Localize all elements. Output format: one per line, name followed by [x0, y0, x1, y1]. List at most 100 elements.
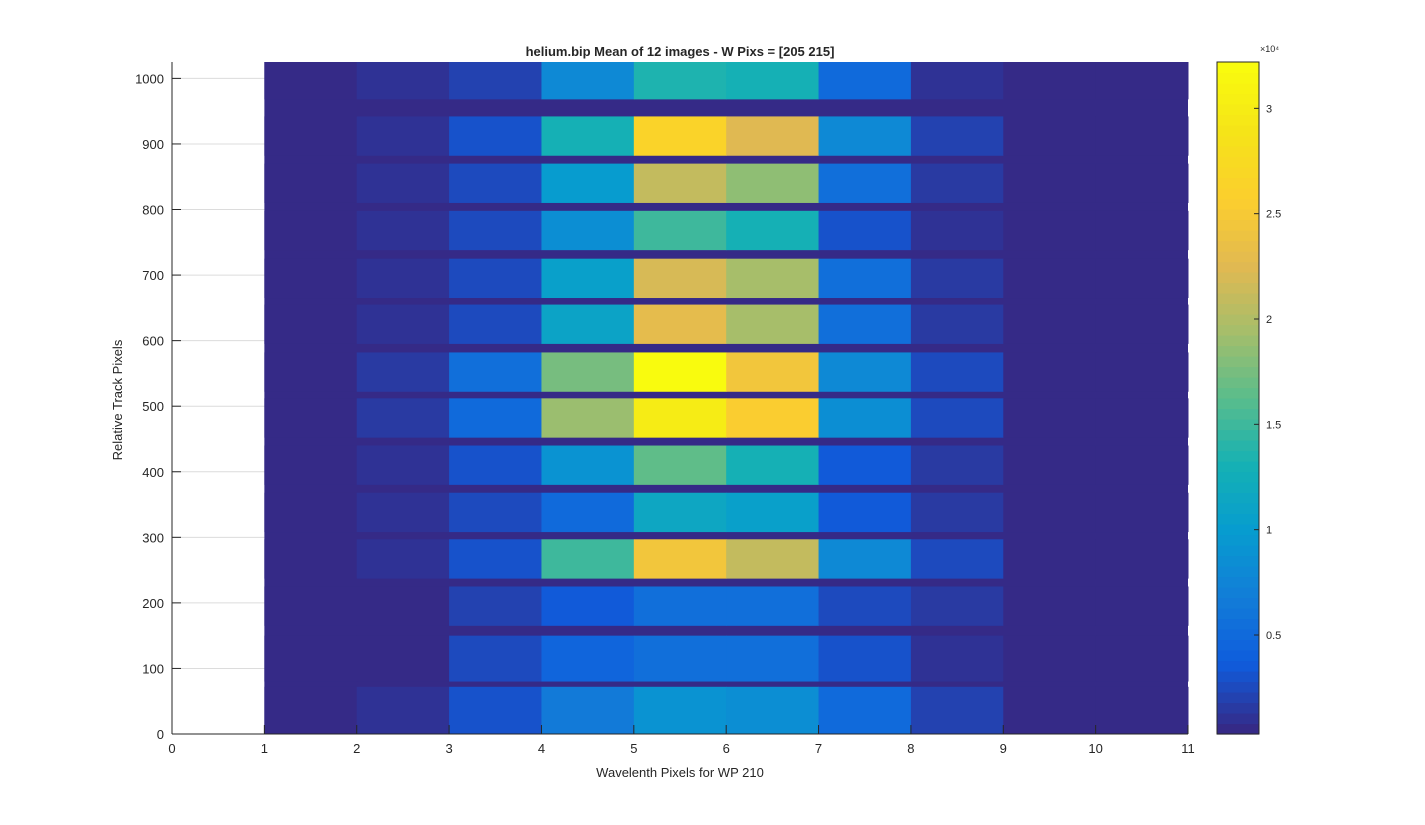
- chart-title: helium.bip Mean of 12 images - W Pixs = …: [526, 44, 835, 59]
- x-tick-label: 10: [1088, 741, 1102, 756]
- colorbar-level: [1217, 681, 1259, 693]
- heatmap-cell: [264, 539, 358, 579]
- heatmap-cell: [1003, 210, 1097, 251]
- heatmap-cell: [1095, 116, 1189, 156]
- heatmap-cell: [1095, 586, 1189, 626]
- heatmap-cell: [541, 258, 635, 299]
- x-tick-label: 2: [353, 741, 360, 756]
- heatmap-cell: [818, 62, 912, 100]
- heatmap-cell: [910, 445, 1004, 485]
- heatmap-cell: [1095, 686, 1189, 734]
- heatmap-cell: [541, 445, 635, 485]
- colorbar-level: [1217, 156, 1259, 168]
- heatmap-cell: [1003, 686, 1097, 734]
- heatmap-cell: [1003, 352, 1097, 392]
- heatmap-cell: [541, 163, 635, 203]
- colorbar-level: [1217, 272, 1259, 284]
- heatmap-cell: [1095, 492, 1189, 533]
- heatmap-cell: [818, 163, 912, 203]
- colorbar-level: [1217, 293, 1259, 305]
- colorbar-level: [1217, 692, 1259, 704]
- x-tick-label: 3: [445, 741, 452, 756]
- colorbar-level: [1217, 83, 1259, 95]
- colorbar-level: [1217, 534, 1259, 546]
- heatmap-cell: [449, 163, 542, 203]
- x-tick-label: 0: [168, 741, 175, 756]
- heatmap-cell: [726, 304, 820, 344]
- heatmap-cell: [726, 635, 820, 682]
- heatmap-cell: [1003, 258, 1097, 299]
- heatmap-cell: [910, 210, 1004, 251]
- heatmap-cell: [541, 586, 635, 626]
- heatmap-cell: [910, 686, 1004, 734]
- colorbar-level: [1217, 114, 1259, 126]
- heatmap-cell: [1003, 492, 1097, 533]
- y-tick-label: 300: [142, 530, 164, 545]
- heatmap-cell: [1003, 163, 1097, 203]
- colorbar-level: [1217, 482, 1259, 494]
- heatmap-cell: [726, 352, 820, 392]
- colorbar-level: [1217, 492, 1259, 504]
- heatmap-cell: [264, 62, 358, 100]
- heatmap-cell: [541, 116, 635, 156]
- heatmap-cell: [726, 258, 820, 299]
- heatmap-cell: [1095, 258, 1189, 299]
- colorbar-tick-label: 1.5: [1266, 419, 1281, 431]
- heatmap-cell: [818, 686, 912, 734]
- heatmap-cell: [633, 635, 727, 682]
- heatmap-cell: [356, 686, 450, 734]
- heatmap-cell: [818, 586, 912, 626]
- colorbar-level: [1217, 503, 1259, 515]
- heatmap-cell: [356, 210, 450, 251]
- colorbar-level: [1217, 461, 1259, 473]
- colorbar-level: [1217, 471, 1259, 483]
- colorbar-level: [1217, 167, 1259, 179]
- heatmap-cell: [633, 62, 727, 100]
- colorbar-level: [1217, 356, 1259, 368]
- heatmap-cell: [818, 539, 912, 579]
- colorbar-level: [1217, 240, 1259, 252]
- heatmap-cell: [910, 398, 1004, 438]
- heatmap-cell: [1095, 163, 1189, 203]
- heatmap-cell: [1003, 62, 1097, 100]
- heatmap-cell: [264, 492, 358, 533]
- heatmap-cell: [264, 163, 358, 203]
- x-tick-label: 8: [907, 741, 914, 756]
- y-tick-label: 100: [142, 661, 164, 676]
- heatmap-cell: [726, 445, 820, 485]
- heatmap-cell: [1095, 304, 1189, 344]
- heatmap-cell: [356, 445, 450, 485]
- heatmap-cell: [1003, 398, 1097, 438]
- heatmap-cell: [541, 210, 635, 251]
- y-tick-label: 500: [142, 399, 164, 414]
- heatmap-cell: [449, 686, 542, 734]
- heatmap-cell: [356, 163, 450, 203]
- heatmap-cell: [449, 304, 542, 344]
- y-tick-label: 800: [142, 203, 164, 218]
- heatmap-cell: [633, 492, 727, 533]
- colorbar-level: [1217, 545, 1259, 557]
- colorbar-level: [1217, 555, 1259, 567]
- colorbar-level: [1217, 608, 1259, 620]
- heatmap-cell: [726, 116, 820, 156]
- x-tick-labels: 0 1 2 3 4 5 6 7 8 9 10 11: [168, 741, 1194, 756]
- colorbar-level: [1217, 629, 1259, 641]
- heatmap-cell: [910, 258, 1004, 299]
- colorbar-level: [1217, 335, 1259, 347]
- colorbar-level: [1217, 146, 1259, 158]
- colorbar-level: [1217, 450, 1259, 462]
- colorbar-level: [1217, 230, 1259, 242]
- colorbar-level: [1217, 671, 1259, 683]
- colorbar-level: [1217, 345, 1259, 357]
- x-axis-label: Wavelenth Pixels for WP 210: [596, 765, 764, 780]
- heatmap-cell: [264, 445, 358, 485]
- heatmap-cell: [910, 116, 1004, 156]
- heatmap-cell: [264, 398, 358, 438]
- heatmap-cell: [264, 635, 358, 682]
- colorbar-level: [1217, 104, 1259, 116]
- heatmap-cell: [818, 352, 912, 392]
- heatmap-cell: [633, 398, 727, 438]
- colorbar-level: [1217, 513, 1259, 525]
- heatmap-cell: [1095, 62, 1189, 100]
- colorbar-level: [1217, 251, 1259, 263]
